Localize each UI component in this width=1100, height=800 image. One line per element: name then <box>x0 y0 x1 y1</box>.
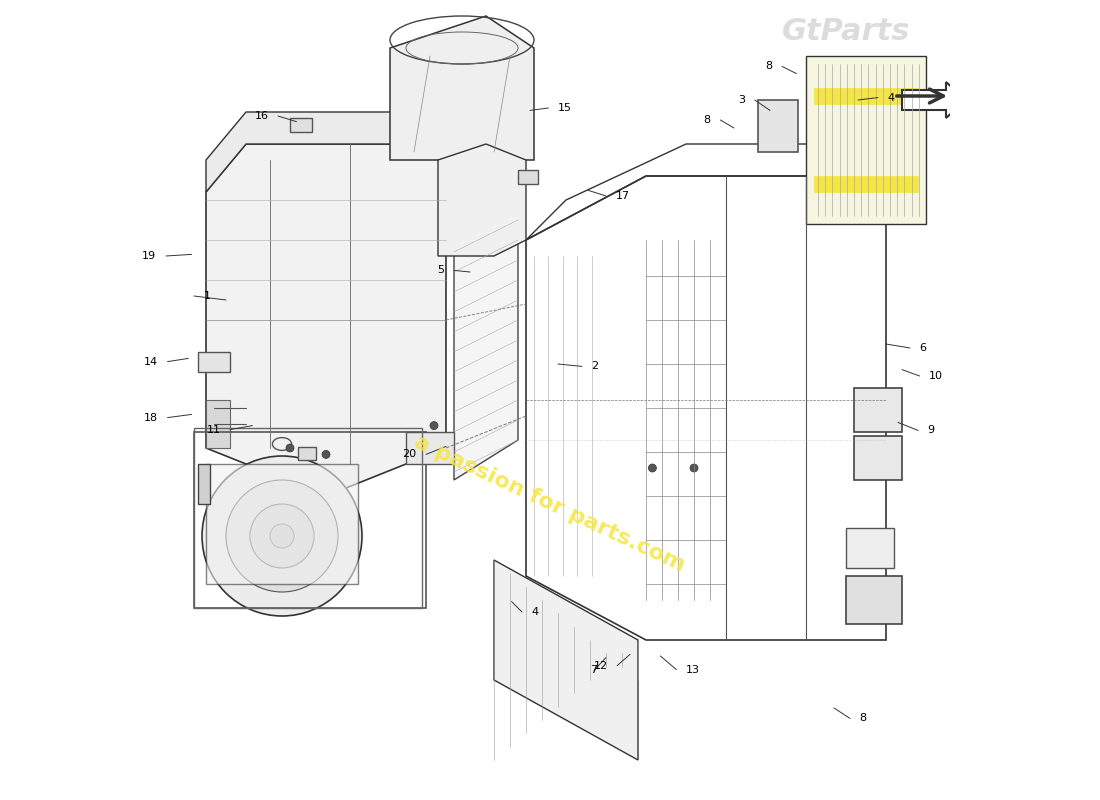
Text: 13: 13 <box>686 665 700 674</box>
Text: 19: 19 <box>142 251 156 261</box>
Polygon shape <box>206 144 446 496</box>
Text: 11: 11 <box>207 425 220 434</box>
Text: 4: 4 <box>888 93 894 102</box>
Text: 9: 9 <box>927 426 935 435</box>
Polygon shape <box>806 56 926 224</box>
Text: 20: 20 <box>403 450 417 459</box>
Bar <box>814 88 918 104</box>
Bar <box>194 432 426 608</box>
FancyArrow shape <box>902 82 966 118</box>
Circle shape <box>430 422 438 430</box>
Text: 3: 3 <box>738 95 745 105</box>
Text: 6: 6 <box>920 343 926 353</box>
Circle shape <box>202 456 362 616</box>
Bar <box>206 400 230 448</box>
Text: 18: 18 <box>144 413 158 422</box>
Circle shape <box>270 524 294 548</box>
Polygon shape <box>438 144 526 256</box>
Polygon shape <box>206 96 478 192</box>
Polygon shape <box>206 464 358 584</box>
Circle shape <box>690 464 698 472</box>
Text: a passion for parts.com: a passion for parts.com <box>411 432 689 576</box>
Bar <box>298 447 316 460</box>
Polygon shape <box>494 560 638 760</box>
Circle shape <box>322 450 330 458</box>
Text: 4: 4 <box>531 607 539 617</box>
Bar <box>846 528 894 568</box>
Text: 12: 12 <box>594 661 607 670</box>
Text: 15: 15 <box>558 103 572 113</box>
Bar <box>194 428 422 608</box>
Circle shape <box>648 464 657 472</box>
Text: 7: 7 <box>591 666 597 675</box>
Text: 8: 8 <box>859 714 867 723</box>
Text: 8: 8 <box>704 115 711 125</box>
Text: 2: 2 <box>592 362 598 371</box>
Bar <box>198 464 210 504</box>
Circle shape <box>250 504 314 568</box>
Text: 14: 14 <box>144 357 158 366</box>
Text: 1: 1 <box>204 291 210 301</box>
Bar <box>518 170 538 184</box>
Bar <box>854 436 902 480</box>
Bar <box>758 100 798 152</box>
Text: 8: 8 <box>766 62 772 71</box>
Polygon shape <box>454 216 518 480</box>
Bar <box>854 388 902 432</box>
Text: 5: 5 <box>438 266 444 275</box>
Bar <box>198 352 230 372</box>
Text: 17: 17 <box>616 191 629 201</box>
Bar <box>290 118 312 132</box>
Text: GtParts: GtParts <box>782 18 910 46</box>
Circle shape <box>286 444 294 452</box>
Text: 10: 10 <box>930 371 943 381</box>
Text: 16: 16 <box>254 111 268 121</box>
Bar <box>814 176 918 192</box>
Bar <box>406 432 454 464</box>
Circle shape <box>226 480 338 592</box>
Polygon shape <box>390 16 534 160</box>
Bar <box>846 576 902 624</box>
